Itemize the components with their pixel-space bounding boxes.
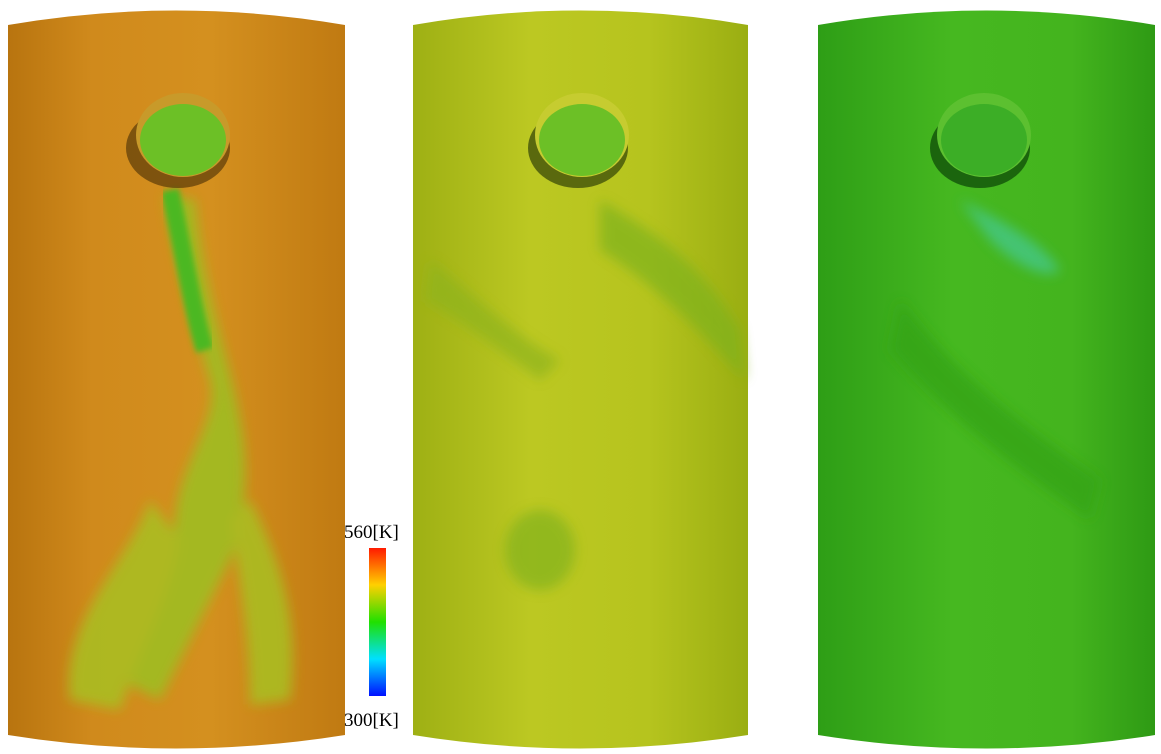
colorbar [369,548,386,696]
figure: 560[K] 300[K] [0,0,1161,754]
inlet [941,104,1027,176]
cylinder-1 [8,11,345,749]
inlet [140,104,226,176]
cylinder-2 [413,11,748,749]
colorbar-min-label: 300[K] [344,710,399,731]
page: 560[K] 300[K] (() => { const data = JSON… [0,0,1161,754]
cylinder-3 [818,11,1155,749]
inlet [539,104,625,176]
colorbar-max-label: 560[K] [344,522,399,543]
